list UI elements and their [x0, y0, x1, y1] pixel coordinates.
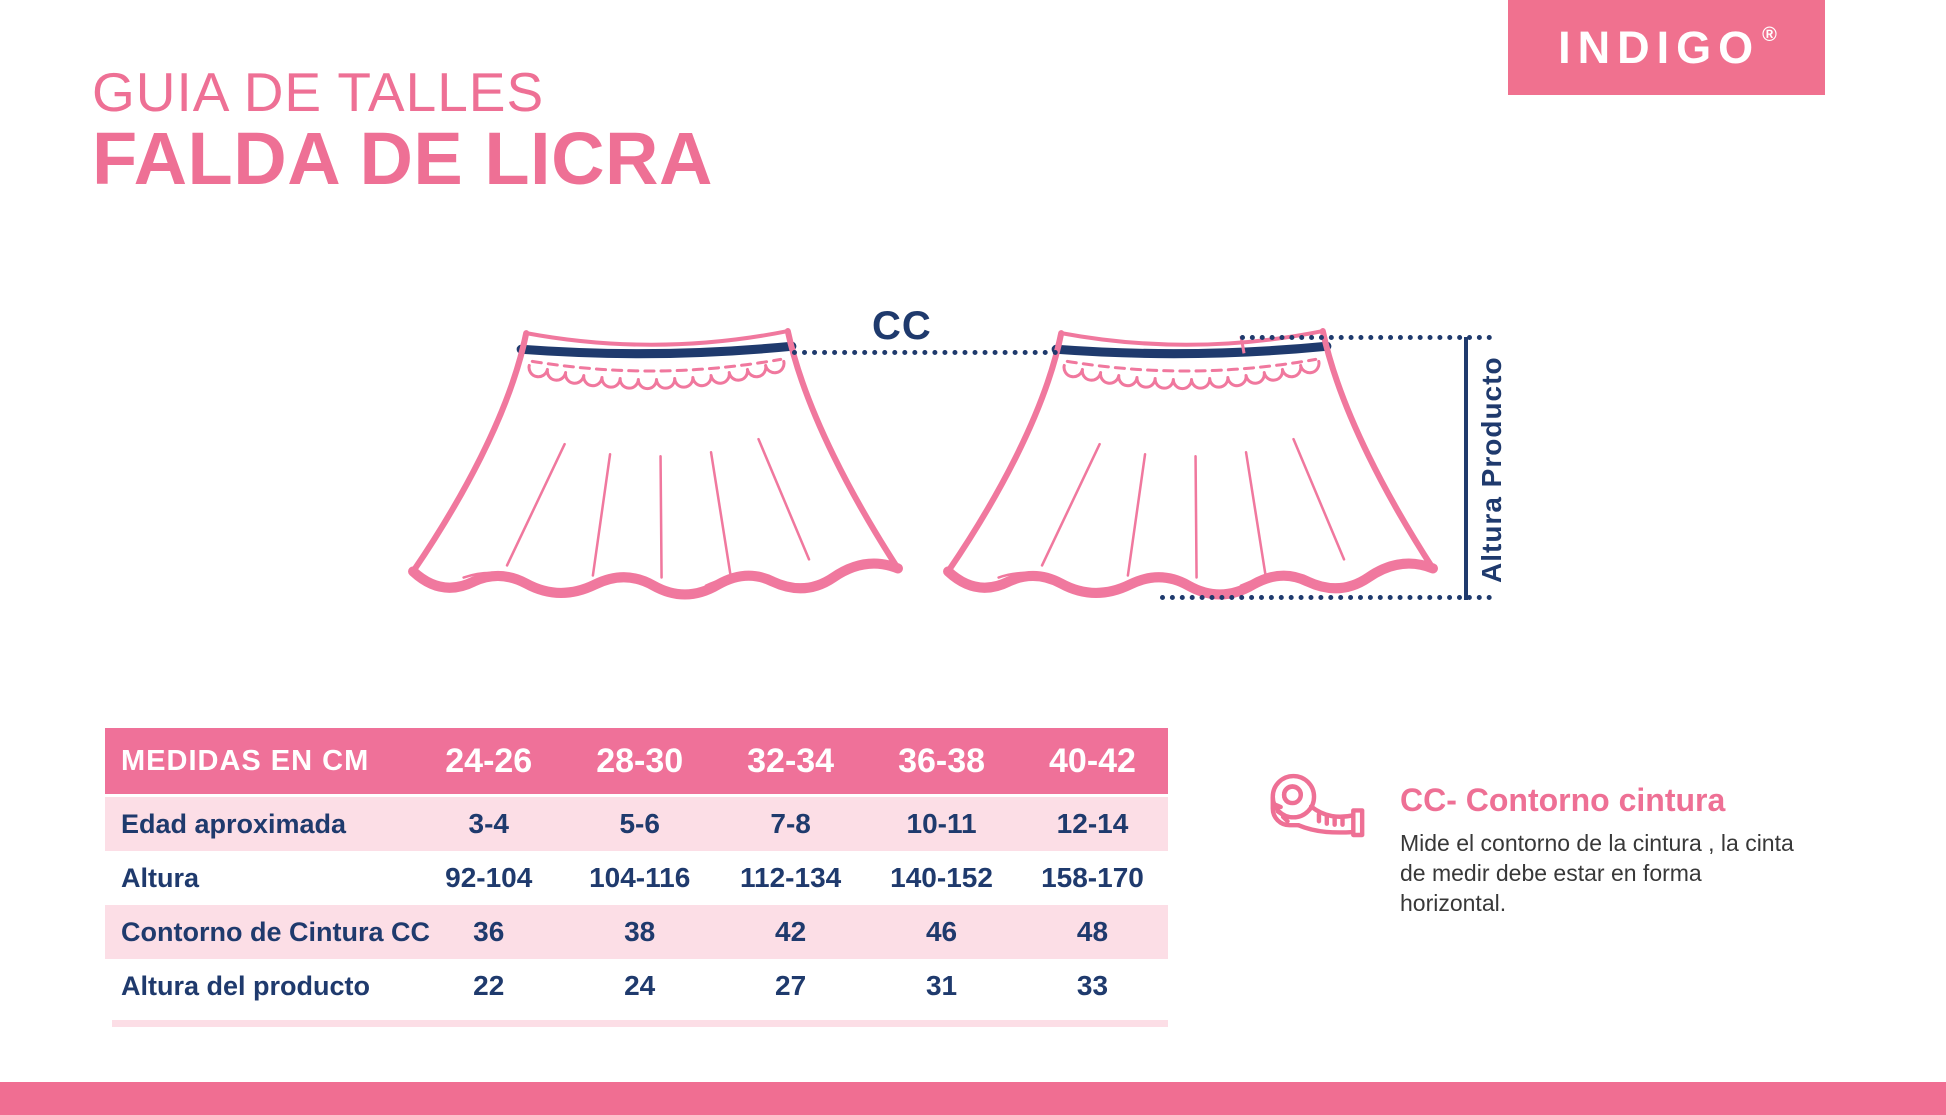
- row-value: 48: [1076, 916, 1109, 947]
- row-value: 10-11: [906, 808, 977, 839]
- cc-dotted-line: [792, 350, 1058, 355]
- size-column-header: 40-42: [1049, 741, 1136, 780]
- row-value: 24: [624, 970, 656, 1001]
- row-value: 92-104: [445, 862, 533, 893]
- row-value: 3-4: [468, 808, 509, 839]
- row-value: 38: [624, 916, 656, 947]
- cc-measurement-label: CC: [872, 304, 932, 348]
- size-column-header: 36-38: [898, 741, 986, 780]
- table-row: Edad aproximada 3-4 5-6 7-8 10-11 12-14: [105, 797, 1168, 851]
- table-bottom-strip: [112, 1020, 1168, 1027]
- page-title: GUIA DE TALLES FALDA DE LICRA: [92, 61, 713, 201]
- skirt-front-illustration: [403, 322, 908, 627]
- row-value: 158-170: [1041, 862, 1144, 893]
- brand-logo-text: INDIGO: [1558, 21, 1761, 73]
- footer-bar: [0, 1082, 1946, 1115]
- table-row: Altura del producto 22 24 27 31 33: [105, 959, 1168, 1013]
- measuring-tape-icon: [1270, 773, 1365, 838]
- row-value: 112-134: [740, 862, 842, 893]
- size-column-header: 28-30: [596, 741, 684, 780]
- altura-top-dotted-line: [1240, 335, 1492, 340]
- row-label: Edad aproximada: [121, 808, 347, 839]
- table-row: Contorno de Cintura CC 36 38 42 46 48: [105, 905, 1168, 959]
- size-table: MEDIDAS EN CM 24-26 28-30 32-34 36-38 40-42 Ed…: [105, 728, 1168, 1013]
- row-value: 104-116: [589, 862, 691, 893]
- info-description: Mide el contorno de la cintura , la cint…: [1400, 830, 1794, 916]
- table-row: Altura 92-104 104-116 112-134 140-152 158-170: [105, 851, 1168, 905]
- brand-logo: INDIGO ®: [1508, 0, 1825, 95]
- row-value: 36: [473, 916, 505, 947]
- altura-bottom-dotted-line: [1160, 595, 1492, 600]
- info-title: CC- Contorno cintura: [1400, 782, 1726, 818]
- row-label: Altura: [121, 862, 200, 893]
- row-label: Contorno de Cintura CC: [121, 916, 430, 947]
- page-title-line1: GUIA DE TALLES: [92, 61, 545, 123]
- row-value: 7-8: [770, 808, 811, 839]
- altura-producto-label: Altura Producto: [1476, 356, 1507, 584]
- row-value: 42: [775, 916, 807, 947]
- row-value: 140-152: [890, 862, 993, 893]
- row-value: 22: [473, 970, 505, 1001]
- row-label: Altura del producto: [121, 970, 370, 1001]
- row-value: 33: [1076, 970, 1109, 1001]
- table-header-row: MEDIDAS EN CM 24-26 28-30 32-34 36-38 40-42: [105, 728, 1168, 797]
- row-value: 12-14: [1056, 808, 1129, 839]
- page-title-line2: FALDA DE LICRA: [92, 117, 713, 201]
- registered-mark: ®: [1762, 24, 1777, 46]
- altura-producto-line: [1464, 337, 1468, 600]
- size-column-header: 32-34: [747, 741, 835, 780]
- row-value: 31: [925, 970, 958, 1001]
- skirt-back-illustration: [938, 322, 1443, 627]
- row-value: 46: [925, 916, 958, 947]
- size-column-header: 24-26: [445, 741, 533, 780]
- row-value: 5-6: [619, 808, 660, 839]
- row-value: 27: [775, 970, 807, 1001]
- table-title-cell: MEDIDAS EN CM: [121, 744, 370, 777]
